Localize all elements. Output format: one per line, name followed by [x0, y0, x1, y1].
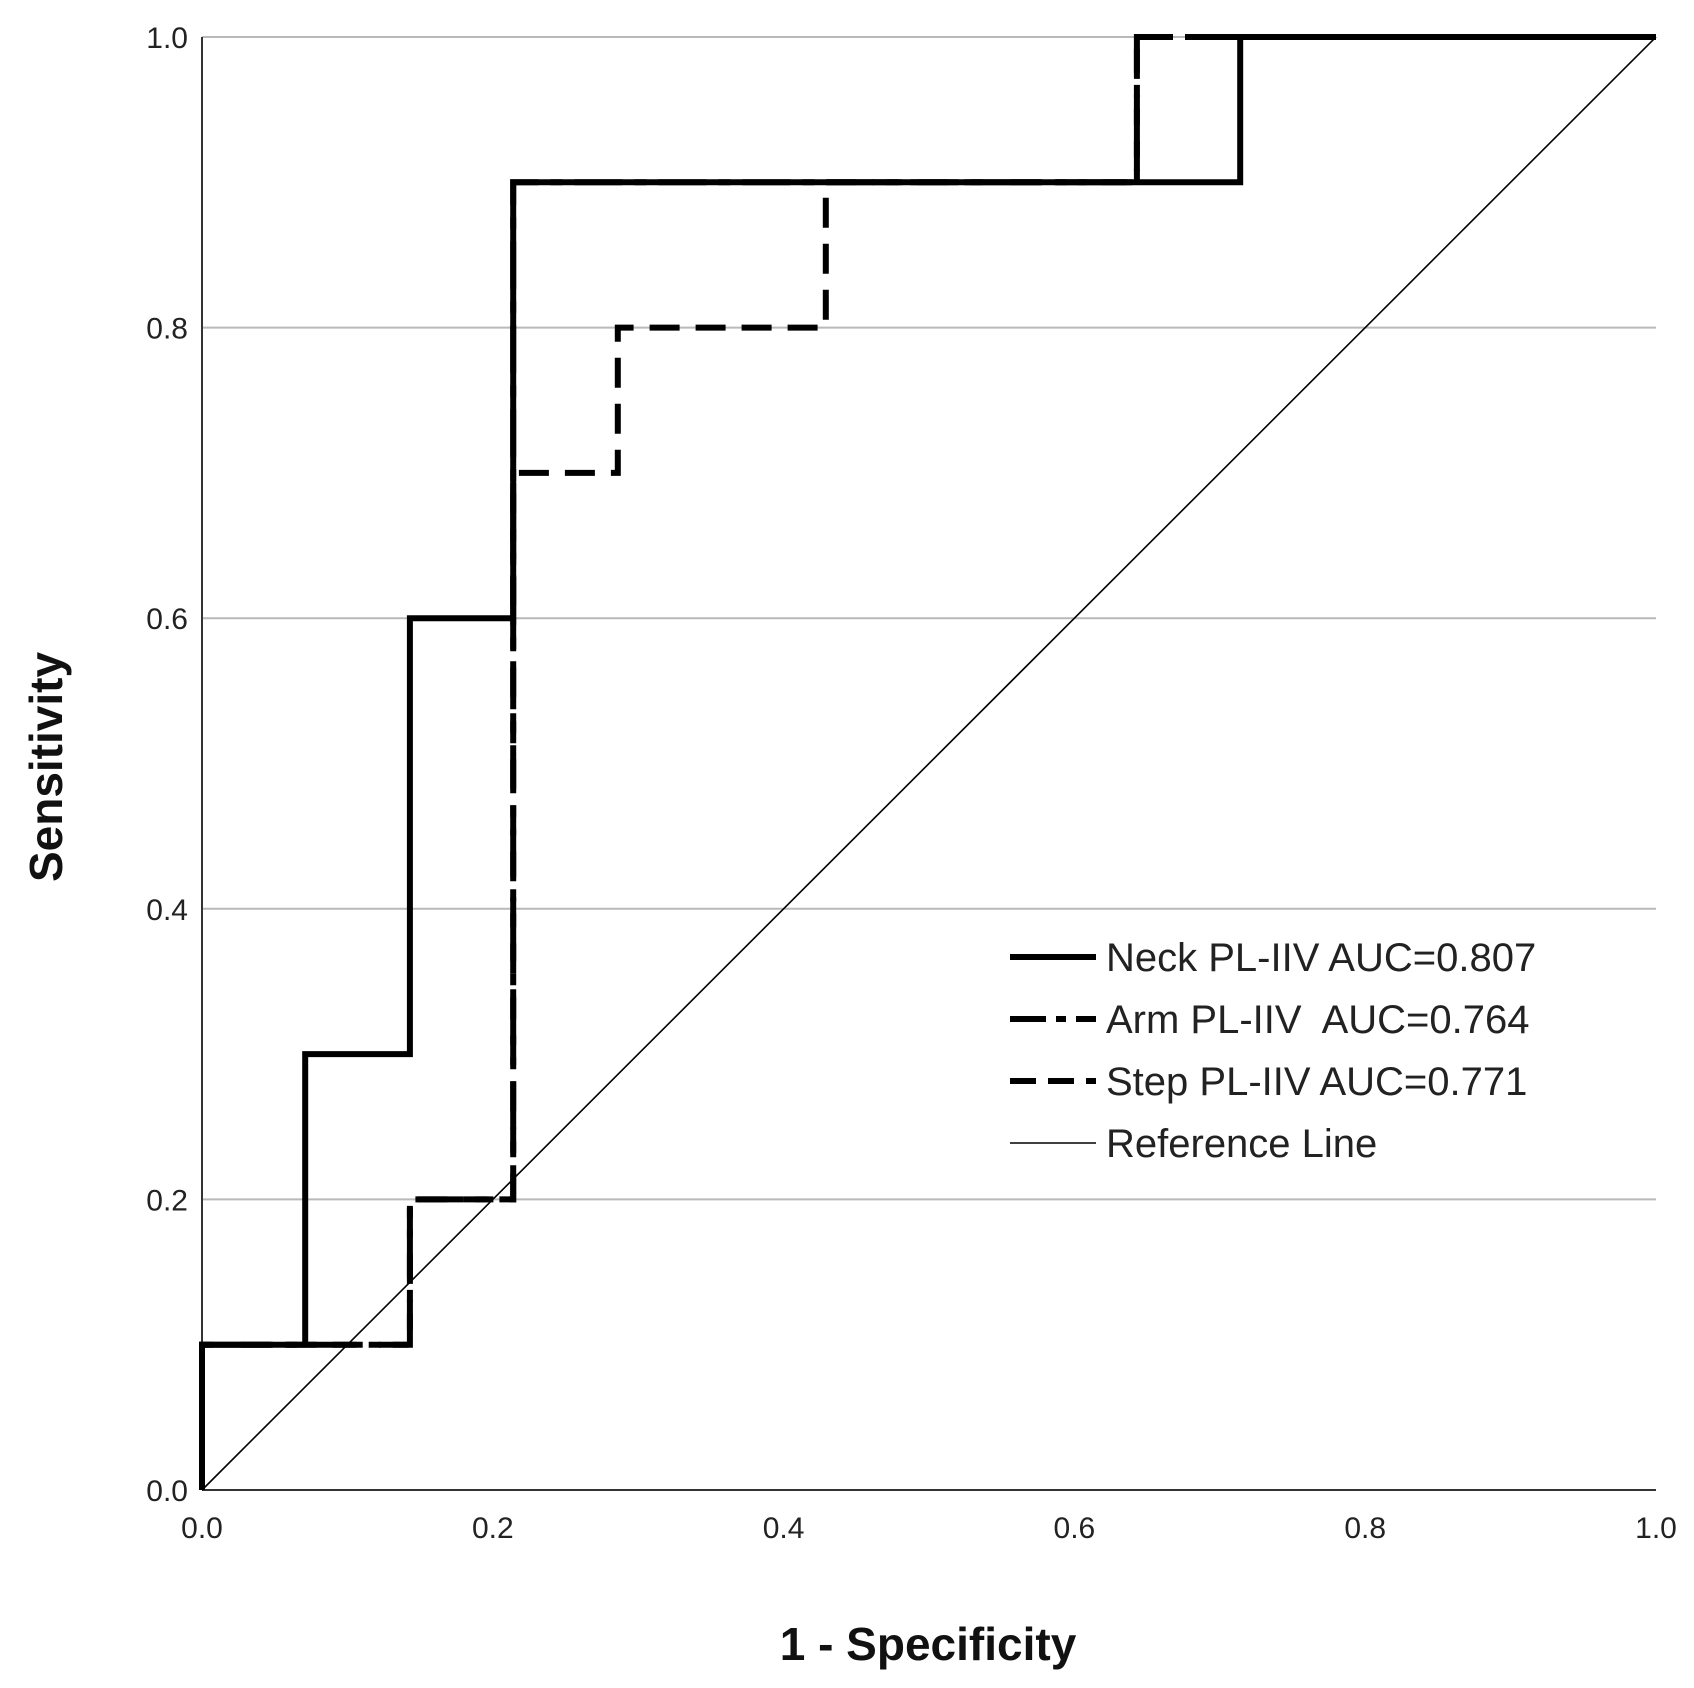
x-tick-label: 0.6 [1054, 1512, 1096, 1545]
y-tick-label: 0.8 [146, 313, 188, 346]
x-axis-title: 1 - Specificity [780, 1618, 1077, 1670]
series-group [199, 34, 1657, 1491]
y-tick-label: 0.4 [146, 894, 188, 927]
x-tick-labels: 0.0 0.2 0.4 0.6 0.8 1.0 [181, 1512, 1677, 1545]
x-tick-label: 0.2 [472, 1512, 514, 1545]
axes [201, 37, 1656, 1491]
y-tick-label: 0.6 [146, 603, 188, 636]
x-tick-label: 1.0 [1635, 1512, 1677, 1545]
legend-label-3: Step PL-IIV AUC=0.771 [1106, 1060, 1527, 1104]
y-tick-labels: 0.0 0.2 0.4 0.6 0.8 1.0 [146, 22, 188, 1508]
y-tick-label: 0.2 [146, 1184, 188, 1217]
legend-label-1: Neck PL-IIV AUC=0.807 [1106, 936, 1536, 980]
x-tick-label: 0.0 [181, 1512, 223, 1545]
series-line-3 [199, 34, 1656, 1490]
x-tick-label: 0.4 [763, 1512, 805, 1545]
x-tick-label: 0.8 [1344, 1512, 1386, 1545]
y-axis-title: Sensitivity [20, 652, 72, 883]
y-tick-label: 1.0 [146, 22, 188, 55]
series-line-4 [201, 36, 1657, 1491]
legend: Neck PL-IIV AUC=0.807 Arm PL-IIV AUC=0.76… [1010, 936, 1536, 1166]
y-tick-label: 0.0 [146, 1475, 188, 1508]
legend-label-2: Arm PL-IIV AUC=0.764 [1106, 998, 1530, 1042]
legend-label-4: Reference Line [1106, 1122, 1377, 1166]
